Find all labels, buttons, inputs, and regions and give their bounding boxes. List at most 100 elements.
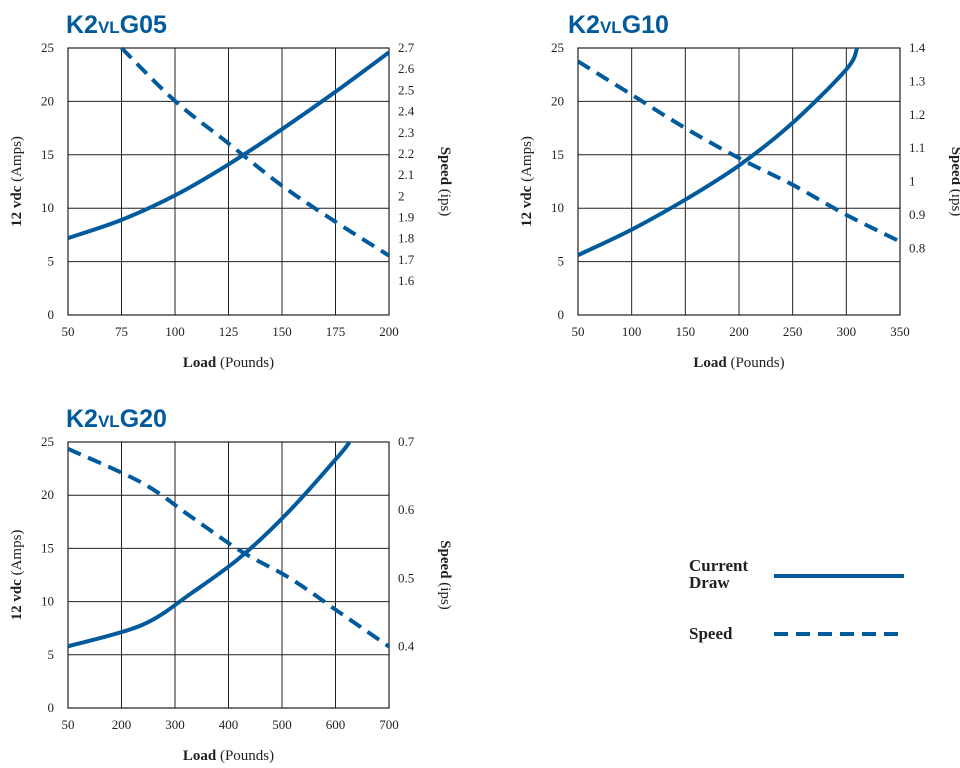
x-axis-label: Load (Pounds)	[183, 748, 274, 764]
chart-title: K2VLG10	[568, 11, 669, 39]
x-tick-label: 200	[379, 324, 399, 339]
y2-axis-label-unit: (ips)	[437, 579, 453, 610]
chart-title-suffix: G20	[120, 405, 167, 433]
y2-tick-label: 2.4	[398, 104, 415, 119]
x-tick-label: 100	[622, 324, 642, 339]
y2-tick-label: 1.4	[909, 40, 926, 55]
y2-tick-label: 2.7	[398, 40, 415, 55]
y-axis-label-bold: 12 vdc	[9, 185, 25, 227]
x-tick-label: 75	[115, 324, 128, 339]
y2-tick-label: 0.9	[909, 207, 925, 222]
y2-tick-label: 0.8	[909, 240, 925, 255]
y-axis-label-unit: (Amps)	[9, 136, 25, 186]
x-axis-label-bold: Load	[693, 355, 727, 371]
chart-title-small: VL	[600, 18, 622, 37]
y-tick-label: 20	[41, 487, 54, 502]
y2-tick-label: 2.6	[398, 61, 415, 76]
y2-axis-label-bold: Speed	[437, 147, 453, 186]
chart-title-prefix: K2	[568, 11, 600, 39]
y-tick-label: 0	[558, 307, 565, 322]
y2-tick-label: 1.6	[398, 273, 415, 288]
speed-series-line	[576, 59, 901, 244]
x-axis-label: Load (Pounds)	[693, 355, 784, 371]
x-axis-label-bold: Load	[183, 748, 217, 764]
y-axis-label-unit: (Amps)	[9, 530, 25, 580]
x-tick-label: 150	[676, 324, 696, 339]
chart-title: K2VLG20	[66, 405, 167, 433]
y2-tick-label: 1.8	[398, 231, 414, 246]
x-tick-label: 200	[729, 324, 749, 339]
legend-current-label-line1: Current	[689, 556, 749, 575]
y-tick-label: 15	[551, 147, 564, 162]
chart-title-small: VL	[98, 18, 120, 37]
y2-tick-label: 2.2	[398, 146, 414, 161]
x-tick-label: 400	[219, 717, 239, 732]
y2-tick-label: 2.1	[398, 167, 414, 182]
plot-frame	[577, 47, 901, 316]
x-tick-label: 50	[62, 717, 75, 732]
y2-tick-label: 2.5	[398, 82, 414, 97]
y2-axis-label-bold: Speed	[948, 147, 960, 186]
y2-tick-label: 2.3	[398, 125, 414, 140]
y2-axis-label-unit: (ips)	[437, 185, 453, 216]
y2-tick-label: 0.4	[398, 639, 415, 654]
x-axis-label: Load (Pounds)	[183, 355, 274, 371]
y-tick-label: 20	[551, 93, 564, 108]
x-axis-label-unit: (Pounds)	[216, 748, 274, 764]
chart-2: K2VLG10 50 100 150 200 250 300 350 0 5 10 15 20 25 0.8…	[519, 11, 960, 371]
x-tick-label: 600	[326, 717, 346, 732]
y2-tick-label: 0.7	[398, 434, 415, 449]
current-draw-series-line	[577, 47, 859, 258]
x-tick-label: 125	[219, 324, 239, 339]
x-tick-label: 300	[165, 717, 185, 732]
y-tick-label: 20	[41, 93, 54, 108]
x-tick-label: 50	[572, 324, 585, 339]
y2-axis-label-unit: (ips)	[948, 185, 960, 216]
x-tick-label: 250	[783, 324, 803, 339]
x-tick-label: 200	[112, 717, 132, 732]
y2-axis-label-bold: Speed	[437, 540, 453, 579]
y-tick-label: 5	[48, 647, 55, 662]
x-axis-label-bold: Load	[183, 355, 217, 371]
y-tick-label: 5	[558, 254, 565, 269]
y-tick-label: 25	[551, 40, 564, 55]
x-tick-label: 100	[165, 324, 185, 339]
y-tick-label: 10	[41, 200, 54, 215]
y-tick-label: 5	[48, 254, 55, 269]
y2-axis-label: Speed (ips)	[437, 147, 453, 217]
current-draw-series-line	[67, 50, 391, 240]
y-tick-label: 0	[48, 307, 55, 322]
chart-title-prefix: K2	[66, 11, 98, 39]
current-draw-series-line	[67, 440, 352, 649]
legend-current-label-line2: Draw	[689, 573, 730, 592]
x-axis-label-unit: (Pounds)	[727, 355, 785, 371]
y-tick-label: 25	[41, 40, 54, 55]
y-tick-label: 15	[41, 147, 54, 162]
y2-tick-label: 1.3	[909, 73, 925, 88]
y2-tick-label: 1.1	[909, 140, 925, 155]
y-axis-label-bold: 12 vdc	[9, 579, 25, 621]
chart-3: K2VLG20 50 200 300 400 500 600 700 0 5 10 15 20 25 0.4…	[9, 405, 453, 764]
y-tick-label: 10	[551, 200, 564, 215]
y2-axis-label: Speed (ips)	[437, 540, 453, 610]
y-axis-label-bold: 12 vdc	[519, 185, 535, 227]
y2-tick-label: 0.6	[398, 502, 415, 517]
x-tick-label: 700	[379, 717, 399, 732]
y-tick-label: 0	[48, 700, 55, 715]
y-axis-label: 12 vdc (Amps)	[519, 136, 535, 227]
legend-speed-label: Speed	[689, 624, 733, 643]
y2-tick-label: 2	[398, 188, 405, 203]
chart-title-suffix: G05	[120, 11, 167, 39]
legend: Current Draw Speed	[689, 556, 904, 643]
plot-frame	[67, 441, 390, 709]
speed-series-line	[67, 446, 391, 649]
x-tick-label: 500	[272, 717, 292, 732]
y2-tick-label: 1.9	[398, 210, 414, 225]
y-tick-label: 15	[41, 540, 54, 555]
y2-axis-label: Speed (ips)	[948, 147, 960, 217]
y-tick-label: 25	[41, 434, 54, 449]
x-tick-label: 175	[326, 324, 346, 339]
chart-title-suffix: G10	[622, 11, 669, 39]
x-tick-label: 150	[272, 324, 292, 339]
